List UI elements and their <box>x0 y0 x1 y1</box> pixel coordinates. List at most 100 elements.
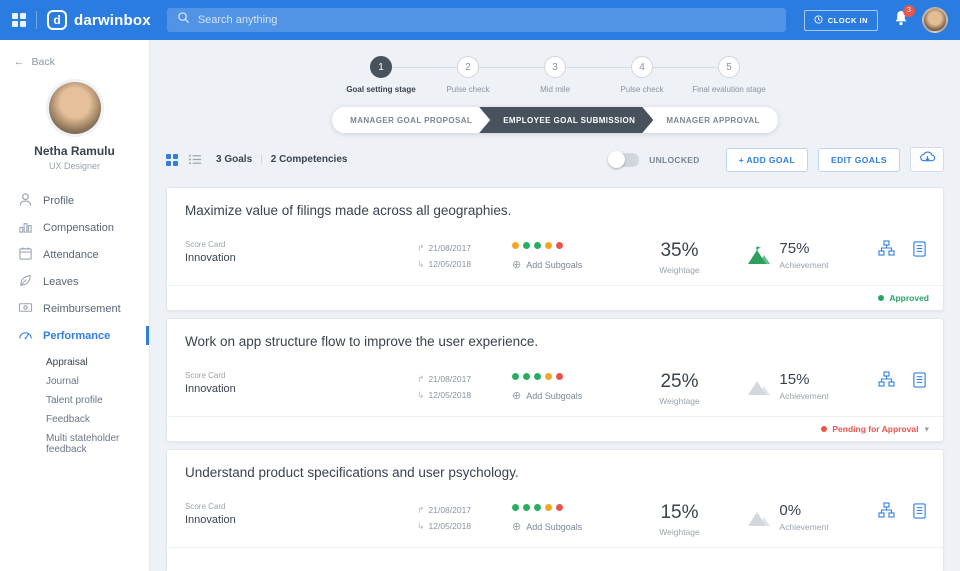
toggle-knob[interactable] <box>608 150 626 168</box>
goals-count: 3 Goals <box>216 154 253 165</box>
goal-title: Work on app structure flow to improve th… <box>185 334 539 349</box>
start-date-icon: ↱ <box>417 243 425 253</box>
score-card-label: Score Card <box>185 240 226 249</box>
subgoal-progress-dots <box>512 240 637 250</box>
sidebar-item-performance[interactable]: Performance <box>0 322 149 349</box>
workflow-tabs: MANAGER GOAL PROPOSAL EMPLOYEE GOAL SUBM… <box>332 107 778 133</box>
grid-view-icon[interactable] <box>166 153 178 166</box>
sidebar-item-leaves[interactable]: Leaves <box>0 268 149 295</box>
end-date: 12/05/2018 <box>428 259 472 270</box>
sidebar-item-reimbursement[interactable]: Reimbursement <box>0 295 149 322</box>
chevron-down-icon[interactable]: ▾ <box>924 423 929 434</box>
achievement-mountain-icon <box>745 245 771 265</box>
goal-meta: Score Card Innovation <box>185 240 417 264</box>
sidebar-item-compensation[interactable]: Compensation <box>0 214 149 241</box>
step-circle[interactable]: 4 <box>631 56 653 78</box>
subgoal-section: ⊕ Add Subgoals <box>512 371 637 402</box>
speedometer-icon <box>18 327 33 345</box>
performance-submenu: Appraisal Journal Talent profile Feedbac… <box>0 353 149 459</box>
achievement-value: 15% <box>779 371 810 388</box>
search-input[interactable] <box>197 14 776 26</box>
bar-chart-icon <box>18 219 33 237</box>
sidebar-subitem-journal[interactable]: Journal <box>46 376 79 387</box>
sidebar-item-profile[interactable]: Profile <box>0 187 149 214</box>
global-search[interactable] <box>166 8 786 32</box>
subgoal-section: ⊕ Add Subgoals <box>512 240 637 271</box>
counts: 3 Goals | 2 Competencies <box>216 154 347 165</box>
start-date-icon: ↱ <box>417 374 425 384</box>
add-subgoals-button[interactable]: ⊕ Add Subgoals <box>512 258 637 271</box>
step-label: Mid mile <box>540 85 570 94</box>
toggle-label: UNLOCKED <box>649 154 700 165</box>
achievement-label: Achievement <box>779 391 829 401</box>
calendar-icon <box>18 246 33 264</box>
step-label: Pulse check <box>446 85 490 94</box>
goal-footer: Approved <box>167 285 943 310</box>
goal-title: Understand product specifications and us… <box>185 465 519 480</box>
step-circle[interactable]: 2 <box>457 56 479 78</box>
notification-badge: 3 <box>903 4 915 17</box>
tab-manager-goal-proposal[interactable]: MANAGER GOAL PROPOSAL <box>332 107 490 133</box>
user-avatar[interactable] <box>922 7 948 33</box>
org-chart-icon[interactable] <box>877 240 896 258</box>
darwinbox-logo[interactable]: d darwinbox <box>47 10 151 30</box>
add-goal-button[interactable]: + ADD GOAL <box>725 147 809 172</box>
org-chart-icon[interactable] <box>877 502 896 520</box>
user-role: UX Designer <box>48 161 101 171</box>
subgoal-progress-dots <box>512 502 637 512</box>
journal-icon[interactable] <box>912 371 927 389</box>
org-chart-icon[interactable] <box>877 371 896 389</box>
lock-toggle[interactable] <box>608 150 640 168</box>
goal-card: Work on app structure flow to improve th… <box>166 318 944 442</box>
notifications-button[interactable]: 3 <box>894 4 915 31</box>
journal-icon[interactable] <box>912 502 927 520</box>
weightage-value: 15% <box>660 502 699 523</box>
sidebar-item-label: Profile <box>43 194 75 207</box>
achievement-value: 75% <box>779 240 810 257</box>
profile-photo[interactable] <box>48 82 101 134</box>
sidebar-subitem-appraisal[interactable]: Appraisal <box>46 357 88 368</box>
step-final-evaluation: 5 Final evalution stage <box>653 56 773 94</box>
step-circle[interactable]: 3 <box>544 56 566 78</box>
goal-status-badge[interactable]: Pending for Approval <box>821 424 918 434</box>
sidebar-item-label: Reimbursement <box>43 302 121 315</box>
score-card-label: Score Card <box>185 371 226 380</box>
goal-list: Maximize value of filings made across al… <box>166 187 944 571</box>
goals-toolbar: 3 Goals | 2 Competencies UNLOCKED + ADD … <box>166 147 944 172</box>
plus-circle-icon: ⊕ <box>512 521 522 533</box>
add-subgoals-button[interactable]: ⊕ Add Subgoals <box>512 520 637 533</box>
sidebar-subitem-feedback[interactable]: Feedback <box>46 414 90 425</box>
apps-grid-icon[interactable] <box>12 13 26 27</box>
weightage-value: 25% <box>660 371 699 392</box>
add-subgoals-button[interactable]: ⊕ Add Subgoals <box>512 389 637 402</box>
step-circle[interactable]: 1 <box>370 56 392 78</box>
edit-goals-button[interactable]: EDIT GOALS <box>818 147 900 172</box>
sidebar-item-attendance[interactable]: Attendance <box>0 241 149 268</box>
journal-icon[interactable] <box>912 240 927 258</box>
step-label: Pulse check <box>620 85 664 94</box>
end-date-icon: ↳ <box>417 259 425 270</box>
goal-footer <box>167 547 943 571</box>
sidebar-item-label: Compensation <box>43 221 114 234</box>
topbar: d darwinbox CLOCK IN 3 <box>0 0 960 40</box>
logo-mark-icon: d <box>47 10 67 30</box>
achievement-block: 75% Achievement <box>722 240 852 270</box>
plus-circle-icon: ⊕ <box>512 259 522 271</box>
step-pulse-check-2: 4 Pulse check <box>566 56 686 94</box>
subgoal-progress-dots <box>512 371 637 381</box>
tab-manager-approval[interactable]: MANAGER APPROVAL <box>642 107 778 133</box>
goal-actions <box>852 240 927 258</box>
download-button[interactable] <box>910 147 944 172</box>
goal-stage-stepper: 1 Goal setting stage 2 Pulse check 3 Mid… <box>166 56 944 94</box>
clock-in-button[interactable]: CLOCK IN <box>803 9 878 31</box>
step-circle[interactable]: 5 <box>718 56 740 78</box>
list-view-icon[interactable] <box>188 153 202 166</box>
sidebar-subitem-multi-stakeholder-feedback[interactable]: Multi stateholder feedback <box>46 433 120 455</box>
step-goal-setting: 1 Goal setting stage <box>338 56 425 94</box>
back-button[interactable]: ← Back <box>0 40 149 68</box>
score-card-label: Score Card <box>185 502 226 511</box>
tab-employee-goal-submission[interactable]: EMPLOYEE GOAL SUBMISSION <box>479 107 653 133</box>
sidebar-subitem-talent-profile[interactable]: Talent profile <box>46 395 103 406</box>
user-name: Netha Ramulu <box>34 144 115 158</box>
back-arrow-icon: ← <box>14 56 25 68</box>
